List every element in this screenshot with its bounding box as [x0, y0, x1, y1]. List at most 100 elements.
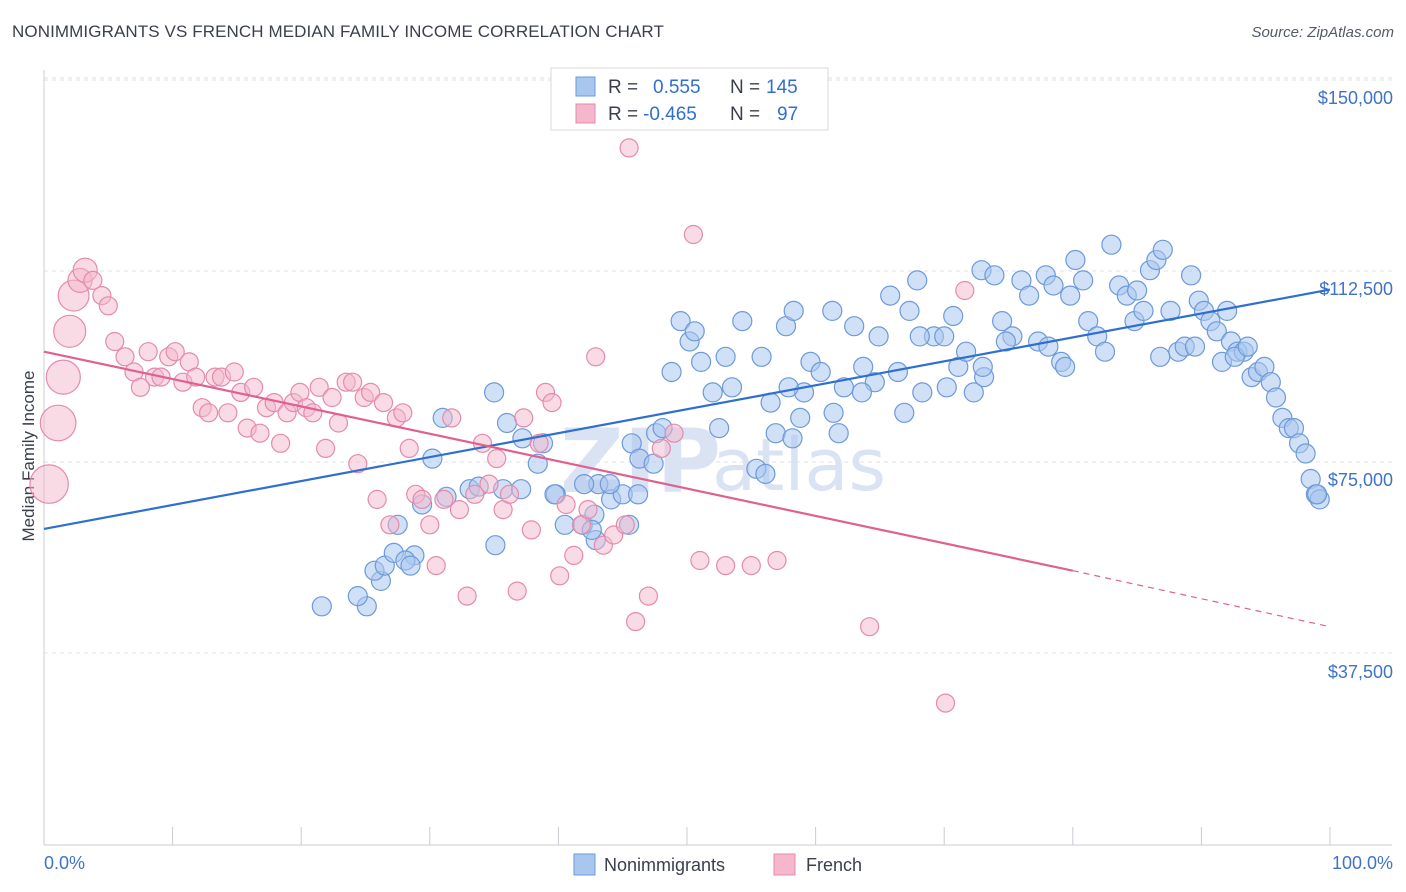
data-point — [907, 270, 928, 291]
data-point — [105, 331, 125, 352]
data-point — [1054, 356, 1076, 377]
data-point — [1265, 387, 1287, 408]
data-point — [199, 403, 219, 423]
data-point — [790, 407, 811, 428]
data-point — [115, 347, 135, 367]
trend-lines — [43, 288, 1331, 628]
y-tick-label: $37,500 — [1328, 662, 1393, 682]
data-point — [936, 377, 957, 398]
data-point — [934, 326, 955, 347]
data-point — [485, 535, 506, 556]
data-point — [661, 361, 682, 383]
legend-r-label: R = — [608, 77, 638, 98]
data-point — [442, 408, 462, 428]
data-point — [828, 423, 849, 444]
data-point — [529, 433, 549, 453]
data-point — [684, 321, 705, 342]
x-tick-label: 0.0% — [44, 853, 85, 873]
data-point — [1072, 270, 1094, 291]
y-tick-label: $150,000 — [1318, 88, 1393, 108]
y-tick-label: $75,000 — [1328, 470, 1393, 490]
data-point — [496, 412, 518, 434]
series-nonimmigrants-points — [311, 234, 1330, 617]
data-point — [1237, 336, 1258, 357]
data-point — [367, 489, 387, 509]
data-point — [615, 515, 635, 535]
data-point — [130, 377, 150, 397]
data-point — [250, 423, 270, 443]
data-point — [573, 474, 595, 495]
data-point — [599, 474, 620, 495]
legend-n-value: 97 — [777, 104, 798, 125]
data-point — [1065, 249, 1086, 271]
legend-r-value: -0.465 — [643, 104, 697, 125]
legend-box — [550, 67, 829, 131]
data-point — [361, 382, 381, 402]
data-point — [690, 550, 710, 571]
trend-line-nonimmigrants — [43, 288, 1331, 530]
data-point — [651, 438, 671, 458]
trend-line-french-extension — [1072, 570, 1331, 628]
data-point — [412, 489, 432, 509]
data-point — [991, 311, 1013, 332]
data-point — [507, 581, 527, 601]
data-point — [420, 515, 440, 535]
data-point — [683, 224, 704, 245]
data-point — [224, 362, 244, 382]
data-point — [1060, 285, 1081, 306]
y-tick-label: $112,500 — [1319, 279, 1393, 299]
data-point — [868, 326, 889, 347]
data-point — [972, 356, 993, 377]
data-point — [638, 586, 659, 606]
x-ticks — [172, 827, 1331, 845]
data-point — [1150, 346, 1171, 367]
data-point — [514, 408, 534, 428]
data-point — [309, 377, 329, 397]
correlation-legend: R = 0.555 N = 145 R = -0.465 N = 97 — [550, 67, 829, 131]
data-point — [449, 500, 469, 520]
data-point — [1180, 265, 1202, 286]
data-point — [521, 520, 542, 540]
data-point — [322, 387, 342, 408]
legend-n-label: N = — [730, 77, 760, 98]
data-point — [479, 474, 499, 494]
data-point — [619, 138, 639, 158]
data-point — [995, 331, 1017, 352]
legend-swatch-nonimmigrants — [575, 76, 596, 97]
data-point — [1160, 300, 1181, 321]
data-point — [935, 693, 956, 713]
data-point — [556, 494, 576, 515]
data-point — [564, 545, 584, 566]
legend-n-label: N = — [730, 104, 760, 125]
data-point — [542, 393, 562, 413]
data-point — [1078, 311, 1099, 332]
data-point — [138, 342, 158, 362]
y-axis-title: Median Family Income — [19, 370, 38, 541]
data-point — [690, 351, 712, 372]
data-point — [880, 285, 901, 306]
data-point — [45, 359, 81, 395]
data-point — [165, 342, 185, 362]
data-point — [1101, 234, 1122, 255]
data-point — [400, 555, 421, 576]
data-point — [1295, 443, 1316, 464]
data-point — [271, 433, 291, 453]
data-point — [859, 617, 880, 637]
data-point — [578, 500, 598, 520]
data-point — [765, 423, 786, 444]
data-point — [708, 418, 730, 439]
data-point — [1184, 336, 1206, 357]
data-point — [782, 428, 803, 449]
data-point — [643, 453, 664, 474]
bottom-legend-swatch-french — [773, 853, 796, 876]
legend-r-label: R = — [608, 104, 638, 125]
data-point — [778, 377, 799, 398]
bottom-legend-swatch-nonimmigrants — [573, 853, 596, 876]
data-point — [963, 382, 984, 403]
data-point — [434, 489, 454, 509]
data-point — [715, 346, 736, 367]
data-point — [83, 270, 103, 290]
data-point — [1133, 300, 1154, 321]
data-point — [783, 300, 804, 321]
data-point — [457, 586, 477, 606]
